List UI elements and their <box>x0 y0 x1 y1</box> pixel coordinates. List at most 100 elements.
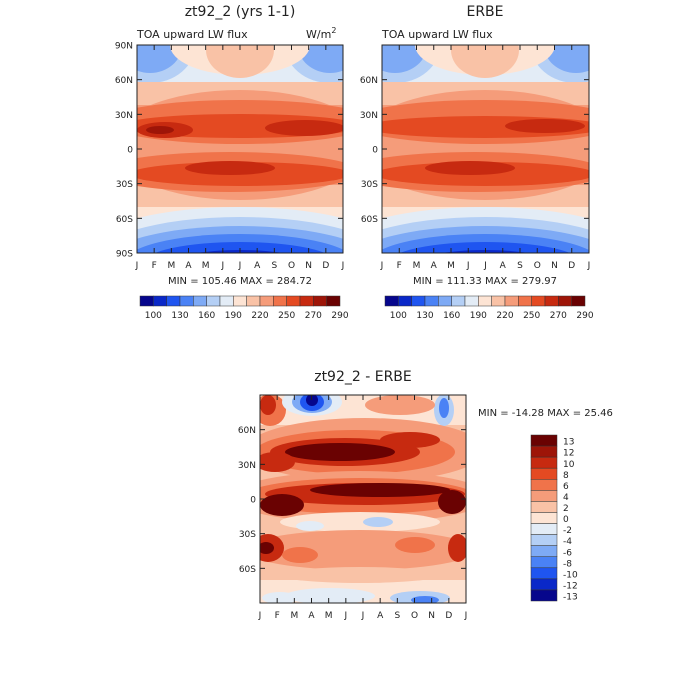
panel-a-contour <box>185 161 275 175</box>
panel-a-y-tick-label: 90S <box>116 250 133 260</box>
panel-a-colorbar-label: 270 <box>305 311 322 321</box>
panel-c-colorbar-label: 6 <box>563 482 569 492</box>
panel-c-contour <box>260 542 274 554</box>
panel-b-x-tick-label: A <box>500 261 507 271</box>
panel-c-colorbar-swatch <box>530 445 558 458</box>
panel-c-contour <box>260 452 295 472</box>
panel-b-colorbar-swatch <box>518 295 532 307</box>
panel-c-x-tick-label: J <box>361 611 365 621</box>
panel-c-contour <box>306 395 318 406</box>
panel-b-plot <box>382 45 589 253</box>
panel-c-contour <box>285 443 395 461</box>
panel-a-x-tick-label: A <box>254 261 261 271</box>
panel-a-x-tick-label: J <box>135 261 139 271</box>
panel-a-colorbar-swatch <box>206 295 221 307</box>
panel-a-x-tick-label: O <box>288 261 295 271</box>
panel-b-colorbar-label: 100 <box>390 311 407 321</box>
panel-b-colorbar-swatch <box>531 295 546 307</box>
panel-c-contour <box>260 395 276 415</box>
panel-c-contour <box>282 547 318 563</box>
panel-c-colorbar-swatch <box>530 567 558 580</box>
panel-b-colorbar-label: 220 <box>496 311 513 321</box>
panel-a-y-tick-label: 60S <box>116 215 133 225</box>
panel-c-x-tick-label: F <box>275 611 280 621</box>
panel-c-stats: MIN = -14.28 MAX = 25.46 <box>478 408 613 419</box>
panel-c-plot <box>260 395 466 603</box>
panel-b-colorbar-label: 290 <box>576 311 593 321</box>
panel-a-x-tick-label: M <box>202 261 210 271</box>
panel-c-contour <box>448 534 466 562</box>
panel-a-x-tick-label: A <box>185 261 192 271</box>
panel-b-stats: MIN = 111.33 MAX = 279.97 <box>413 276 557 287</box>
panel-a-contour <box>146 126 174 134</box>
panel-c-title: zt92_2 - ERBE <box>314 369 412 385</box>
panel-c-colorbar-label: -13 <box>563 593 578 603</box>
panel-c-y-tick-label: 60N <box>238 426 256 436</box>
panel-c-colorbar-swatch <box>530 456 558 469</box>
panel-b-x-tick-label: J <box>466 261 470 271</box>
panel-c-contour <box>438 490 466 514</box>
panel-a-colorbar-swatch <box>153 295 167 307</box>
panel-a-x-tick-label: N <box>305 261 312 271</box>
panel-a-colorbar-label: 130 <box>171 311 188 321</box>
panel-a-contour <box>206 45 274 78</box>
panel-a-x-tick-label: F <box>152 261 157 271</box>
panel-b-contour <box>451 45 519 78</box>
panel-c-contour <box>296 521 324 531</box>
panel-a-units: W/m2 <box>306 26 336 41</box>
panel-b-colorbar-label: 160 <box>443 311 460 321</box>
panel-b-colorbar-swatch <box>398 295 412 307</box>
panel-c-x-tick-label: O <box>411 611 418 621</box>
panel-c-y-tick-label: 0 <box>250 496 256 506</box>
panel-a-plot <box>137 45 343 253</box>
panel-b-colorbar-swatch <box>504 295 519 307</box>
panel-a-colorbar-label: 100 <box>145 311 162 321</box>
panel-a-x-tick-label: D <box>322 261 329 271</box>
panel-c-x-tick-label: J <box>464 611 468 621</box>
panel-b-y-tick-label: 60N <box>360 76 378 86</box>
panel-c-contour <box>285 588 375 603</box>
panel-a-colorbar-swatch <box>259 295 274 307</box>
panel-a-subtitle: TOA upward LW flux <box>136 28 248 41</box>
panel-a-contour <box>137 45 182 73</box>
panel-b-x-tick-label: M <box>447 261 455 271</box>
panel-c-colorbar-label: 10 <box>563 460 575 470</box>
panel-c-colorbar-swatch <box>530 578 558 591</box>
panel-a-x-tick-label: M <box>167 261 175 271</box>
panel-c-contour <box>260 494 304 516</box>
panel-a-contour <box>155 242 325 253</box>
panel-a-colorbar-swatch <box>313 295 327 307</box>
panel-b-contour <box>400 242 570 253</box>
panel-a-y-tick-label: 90N <box>115 42 133 52</box>
panel-a-x-tick-label: J <box>238 261 242 271</box>
panel-b-colorbar-swatch <box>571 295 586 307</box>
panel-c-colorbar-label: 8 <box>563 471 569 481</box>
panel-a-colorbar-swatch <box>233 295 247 307</box>
panel-b-x-tick-label: J <box>483 261 487 271</box>
panel-c-colorbar-label: 4 <box>563 493 569 503</box>
panel-b-colorbar-swatch <box>491 295 506 307</box>
panel-a-colorbar-swatch <box>193 295 207 307</box>
panel-a-x-tick-label: J <box>341 261 345 271</box>
panel-a-colorbar-swatch <box>166 295 181 307</box>
panel-c-y-tick-label: 30S <box>239 530 256 540</box>
panel-c-x-tick-label: D <box>445 611 452 621</box>
panel-c-colorbar-swatch <box>530 501 558 513</box>
panel-b-x-tick-label: J <box>380 261 384 271</box>
panel-b-y-tick-label: 30N <box>360 111 378 121</box>
panel-b-x-tick-label: M <box>413 261 421 271</box>
panel-c-colorbar-swatch <box>530 556 558 569</box>
panel-a-title: zt92_2 (yrs 1-1) <box>185 4 296 20</box>
panel-b-x-tick-label: F <box>397 261 402 271</box>
panel-b-x-tick-label: A <box>431 261 438 271</box>
panel-b-colorbar-swatch <box>544 295 559 307</box>
panel-c-x-tick-label: J <box>344 611 348 621</box>
panel-a-colorbar-swatch <box>139 295 154 307</box>
panel-c-contour <box>365 395 435 415</box>
panel-a-colorbar-label: 160 <box>198 311 215 321</box>
panel-c-colorbar-swatch <box>530 589 558 602</box>
panel-c-colorbar-swatch <box>530 523 558 535</box>
panel-b-x-tick-label: O <box>534 261 541 271</box>
